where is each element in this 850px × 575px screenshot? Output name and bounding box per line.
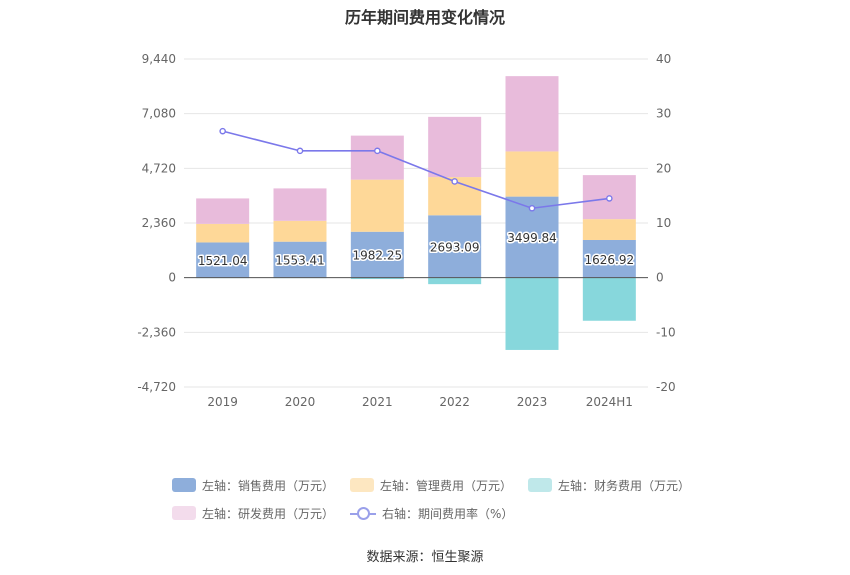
x-axis-tick: 2021: [362, 395, 393, 409]
bar-2-2022: [428, 277, 482, 285]
chart-title: 历年期间费用变化情况: [344, 8, 505, 27]
x-axis-tick: 2024H1: [586, 395, 633, 409]
bar-0-2020: [273, 241, 327, 278]
left-axis-tick: 4,720: [142, 161, 176, 175]
bar-data-label: 1626.92: [585, 253, 635, 267]
rate-line-path: [222, 130, 610, 210]
right-axis-tick: 0: [656, 271, 664, 285]
legend-swatch-rnd: [172, 506, 196, 520]
legend-row-1: 左轴：销售费用（万元） 左轴：管理费用（万元） 左轴：财务费用（万元）: [172, 471, 692, 499]
bar-1-2024H1: [582, 219, 636, 240]
legend-row-2: 左轴：研发费用（万元） 右轴：期间费用率（%）: [172, 499, 692, 527]
bar-data-label: 3499.84: [507, 231, 557, 245]
legend-label-finance: 左轴：财务费用（万元）: [558, 478, 691, 493]
left-axis-tick: 7,080: [142, 107, 176, 121]
bar-1-2023: [505, 151, 559, 197]
bar-0-2019: [196, 242, 250, 278]
rate-point-2019: [219, 127, 226, 135]
legend-swatch-finance: [528, 478, 553, 492]
grid-lines: [184, 58, 648, 388]
bar-1-2019: [196, 223, 250, 243]
x-axis-tick: 2020: [285, 395, 316, 409]
rate-point-2023: [528, 204, 536, 212]
legend-label-sales: 左轴：销售费用（万元）: [202, 478, 335, 493]
legend-swatch-sales: [172, 478, 196, 492]
bar-0-2022: [428, 215, 482, 278]
bar-data-label: 1982.25: [353, 249, 403, 263]
bar-1-2021: [350, 179, 404, 232]
legend-item-rate[interactable]: 右轴：期间费用率（%）: [350, 505, 513, 522]
left-axis-tick: -2,360: [137, 325, 176, 339]
bar-3-2019: [196, 198, 250, 224]
bar-0-2024H1: [582, 239, 636, 278]
rate-line: [219, 127, 613, 212]
right-axis-tick: 30: [656, 107, 671, 121]
data-source: 数据来源：恒生聚源: [366, 550, 484, 565]
bar-3-2022: [428, 116, 482, 178]
x-axis-tick: 2023: [517, 395, 548, 409]
right-axis-tick: -10: [656, 325, 676, 339]
legend-swatch-rate: [350, 506, 377, 520]
rate-point-2021: [374, 147, 381, 155]
left-axis-tick: -4,720: [137, 380, 176, 394]
right-axis-tick: 10: [656, 216, 671, 230]
legend-item-admin[interactable]: 左轴：管理费用（万元）: [350, 477, 512, 494]
rate-point-2024H1: [606, 195, 613, 202]
right-axis-tick: -20: [656, 380, 676, 394]
x-axis-tick: 2022: [439, 395, 470, 409]
bar-1-2020: [273, 220, 327, 242]
bar-3-2020: [273, 188, 327, 221]
legend-label-rnd: 左轴：研发费用（万元）: [202, 506, 335, 521]
legend-item-sales[interactable]: 左轴：销售费用（万元）: [172, 477, 334, 494]
left-axis-tick: 9,440: [142, 52, 176, 66]
bar-0-2021: [350, 231, 404, 278]
rate-point-2022: [451, 178, 458, 185]
bar-2-2023: [505, 277, 559, 350]
bar-data-label: 1521.04: [198, 254, 248, 268]
legend: 左轴：销售费用（万元） 左轴：管理费用（万元） 左轴：财务费用（万元） 左轴：研…: [172, 471, 692, 527]
right-axis-tick: 40: [656, 52, 671, 66]
bar-data-label: 2693.09: [430, 240, 480, 254]
right-axis-tick: 20: [656, 161, 671, 175]
legend-label-admin: 左轴：管理费用（万元）: [380, 478, 513, 493]
bars: [196, 76, 636, 350]
bar-2-2024H1: [582, 277, 636, 321]
left-axis-tick: 2,360: [142, 216, 176, 230]
legend-swatch-admin: [350, 478, 375, 492]
rate-point-2020: [296, 147, 304, 155]
legend-item-rnd[interactable]: 左轴：研发费用（万元）: [172, 505, 334, 522]
axes: -4,720 -2,360 0 2,360 4,720 7,080 9,440 -20 -10 0…: [137, 52, 675, 409]
x-axis-tick: 2019: [207, 395, 238, 409]
data-labels: 1521.04 1553.41 1982.25 2693.09 3499.84 1626.…: [196, 230, 635, 270]
left-axis-tick: 0: [168, 271, 176, 285]
bar-data-label: 1553.41: [275, 254, 325, 268]
legend-label-rate: 右轴：期间费用率（%）: [382, 506, 514, 521]
bar-3-2023: [505, 76, 559, 152]
bar-2-2021: [350, 277, 404, 280]
legend-item-finance[interactable]: 左轴：财务费用（万元）: [528, 477, 690, 494]
